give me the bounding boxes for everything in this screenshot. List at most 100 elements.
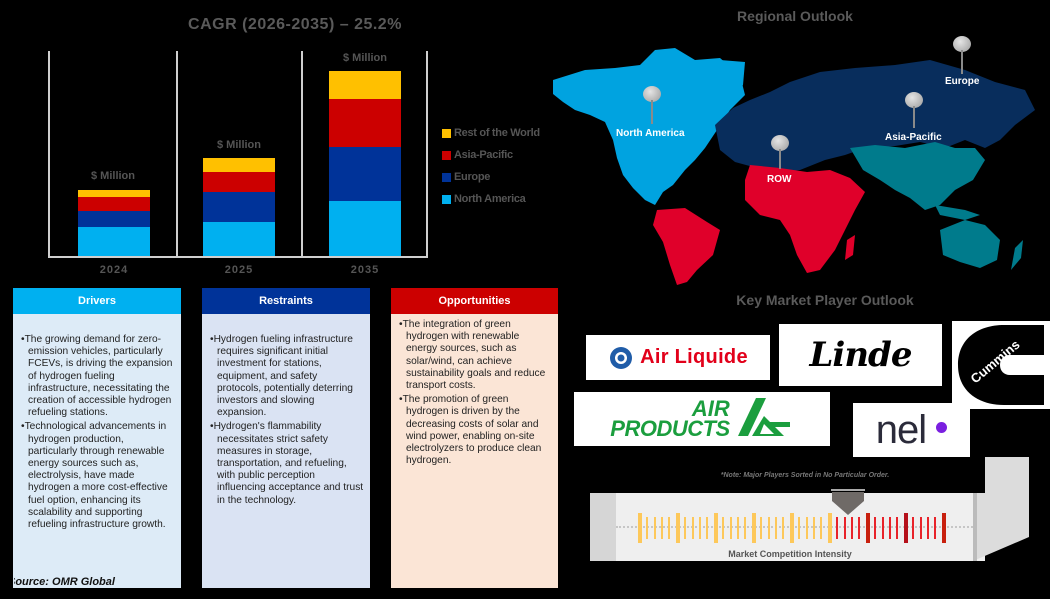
air-liquide-wordmark: Air Liquide <box>640 346 748 368</box>
segment-asia-pacific <box>78 197 150 211</box>
intensity-pointer-icon <box>831 489 865 515</box>
north-america-shape <box>553 48 745 205</box>
opportunities-body: The integration of green hydrogen with r… <box>391 314 558 588</box>
legend-swatch <box>442 128 451 138</box>
legend-item-row: Rest of the World <box>442 122 540 144</box>
australia-shape <box>940 220 1000 268</box>
players-title: Key Market Player Outlook <box>736 292 914 308</box>
africa-shape <box>745 165 865 273</box>
intensity-ticks <box>638 513 946 543</box>
bar-2025 <box>203 158 275 256</box>
bar-value-label: $ Million <box>217 139 261 151</box>
segment-row <box>78 190 150 197</box>
x-tick-2024: 2024 <box>99 264 129 276</box>
segment-europe <box>203 192 275 222</box>
restraints-header: Restraints <box>202 288 370 314</box>
restraints-body: Hydrogen fueling infrastructure requires… <box>202 314 370 588</box>
legend-swatch <box>442 194 451 204</box>
logo-cummins: Cummins <box>952 321 1050 409</box>
intensity-right-fold <box>973 457 1029 561</box>
drivers-body: The growing demand for zero-emission veh… <box>13 314 181 588</box>
legend-label: North America <box>454 193 526 205</box>
map-pin-icon <box>771 135 789 151</box>
map-pin-stick <box>961 50 963 74</box>
opportunities-header: Opportunities <box>391 288 558 314</box>
opportunities-bullet: The integration of green hydrogen with r… <box>399 319 552 392</box>
drivers-panel: Drivers The growing demand for zero-emis… <box>13 288 181 588</box>
region-label-row: ROW <box>767 174 792 185</box>
chart-title: CAGR (2026-2035) – 25.2% <box>188 16 402 33</box>
segment-asia-pacific <box>203 172 275 192</box>
bar-2035 <box>329 71 401 256</box>
players-note: *Note: Major Players Sorted in No Partic… <box>720 472 890 479</box>
region-label-north-america: North America <box>616 128 685 139</box>
air-liquide-icon <box>610 346 633 369</box>
linde-wordmark: Linde <box>809 335 913 375</box>
logo-linde: Linde <box>779 324 942 386</box>
restraints-bullet: Hydrogen's flammability necessitates str… <box>210 421 364 506</box>
intensity-label: Market Competition Intensity <box>728 549 852 559</box>
source-note: Source: OMR Global <box>14 576 180 588</box>
legend-label: Europe <box>454 171 491 183</box>
opportunities-bullet: The promotion of green hydrogen is drive… <box>399 394 552 467</box>
logo-air-liquide: Air Liquide <box>586 335 770 380</box>
map-pin-icon <box>953 36 971 52</box>
x-tick-2035: 2035 <box>350 264 380 276</box>
europe-shape <box>715 60 1035 172</box>
intensity-left-cap <box>590 493 616 561</box>
greenland-shape <box>695 60 745 100</box>
bar-2024 <box>78 190 150 256</box>
bar-value-label: $ Million <box>343 52 387 64</box>
map-pin-icon <box>905 92 923 108</box>
segment-europe <box>78 211 150 227</box>
chart-x-axis <box>48 256 428 258</box>
map-pin-stick <box>913 106 915 128</box>
cummins-icon: Cummins <box>958 325 1044 405</box>
region-label-asia-pacific: Asia-Pacific <box>885 132 942 143</box>
legend-item-asia-pacific: Asia-Pacific <box>442 144 540 166</box>
x-tick-2025: 2025 <box>224 264 254 276</box>
chart-gridline <box>301 51 303 257</box>
segment-row <box>203 158 275 172</box>
source-text: Source: OMR Global <box>14 576 115 588</box>
segment-row <box>329 71 401 99</box>
world-map <box>553 48 1035 285</box>
segment-asia-pacific <box>329 99 401 147</box>
legend-label: Rest of the World <box>454 127 540 139</box>
segment-north-america <box>78 227 150 256</box>
map-title: Regional Outlook <box>737 8 853 24</box>
logo-air-products: AIR PRODUCTS <box>574 392 830 446</box>
segment-europe <box>329 147 401 201</box>
madagascar-shape <box>845 235 855 260</box>
legend-swatch <box>442 172 451 182</box>
legend-label: Asia-Pacific <box>454 149 513 161</box>
map-pin-icon <box>643 86 661 102</box>
drivers-bullet: The growing demand for zero-emission veh… <box>21 334 175 419</box>
segment-north-america <box>329 201 401 256</box>
air-products-icon <box>737 398 790 436</box>
chart-gridline <box>176 51 178 257</box>
legend-item-europe: Europe <box>442 166 540 188</box>
intensity-baseline <box>616 526 973 528</box>
map-pin-stick <box>779 149 781 169</box>
nel-dot-icon <box>936 421 948 433</box>
air-products-word-products: PRODUCTS <box>610 416 730 441</box>
drivers-bullet: Technological advancements in hydrogen p… <box>21 421 175 531</box>
air-products-wordmark: AIR PRODUCTS <box>610 398 730 441</box>
logo-nel: nel <box>853 403 970 457</box>
nel-wordmark: nel <box>875 407 927 452</box>
legend-item-north-america: North America <box>442 188 540 210</box>
legend-swatch <box>442 150 451 160</box>
chart-gridline <box>426 51 428 257</box>
map-pin-stick <box>651 100 653 124</box>
chart-legend: Rest of the World Asia-Pacific Europe No… <box>442 122 540 210</box>
chart-gridline <box>48 51 50 257</box>
asia-pacific-shape <box>850 142 985 210</box>
south-america-shape <box>653 208 720 285</box>
segment-north-america <box>203 222 275 256</box>
restraints-panel: Restraints Hydrogen fueling infrastructu… <box>202 288 370 588</box>
new-zealand-shape <box>1011 240 1023 270</box>
drivers-header: Drivers <box>13 288 181 314</box>
restraints-bullet: Hydrogen fueling infrastructure requires… <box>210 334 364 419</box>
opportunities-panel: Opportunities The integration of green h… <box>391 288 558 588</box>
